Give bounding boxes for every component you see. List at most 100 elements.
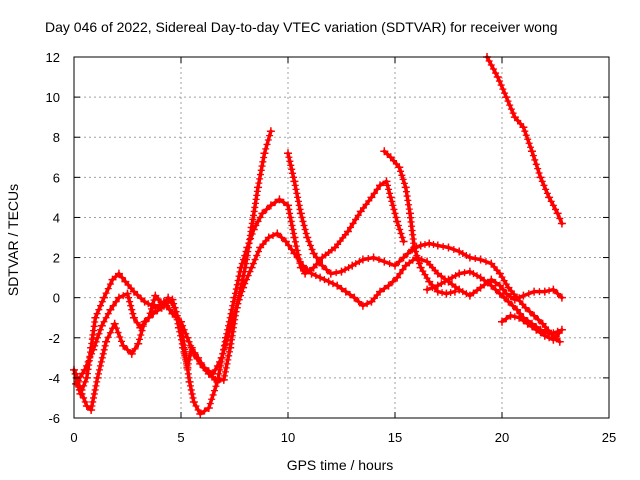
marker: [224, 332, 232, 340]
marker: [535, 169, 543, 177]
data-point: [247, 263, 256, 272]
marker: [234, 300, 242, 308]
marker: [228, 320, 236, 328]
marker: [232, 285, 240, 293]
marker: [189, 394, 197, 402]
marker: [222, 364, 230, 372]
marker: [75, 382, 83, 390]
marker: [312, 272, 320, 280]
data-point: [243, 243, 252, 252]
data-point: [399, 253, 408, 262]
data-point: [495, 281, 504, 290]
data-point: [557, 325, 566, 334]
marker: [246, 268, 254, 276]
marker: [526, 308, 534, 316]
marker: [404, 196, 412, 204]
marker: [542, 185, 550, 193]
marker: [364, 255, 372, 263]
data-point: [545, 193, 554, 202]
marker: [296, 258, 304, 266]
data-point: [183, 363, 192, 372]
marker: [291, 181, 299, 189]
data-point: [476, 273, 485, 282]
data-point: [290, 249, 299, 258]
marker: [492, 286, 500, 294]
plot-frame: [73, 56, 610, 419]
marker: [499, 286, 507, 294]
marker: [119, 292, 127, 300]
marker: [231, 289, 239, 297]
marker: [137, 331, 145, 339]
marker: [346, 223, 354, 231]
marker: [287, 217, 295, 225]
marker: [506, 101, 514, 109]
data-point: [232, 303, 241, 312]
marker: [391, 209, 399, 217]
data-point: [249, 225, 258, 234]
marker: [459, 288, 467, 296]
marker: [398, 171, 406, 179]
marker: [355, 298, 363, 306]
marker: [242, 248, 250, 256]
data-point: [549, 285, 558, 294]
data-point: [341, 287, 350, 296]
data-point: [376, 287, 385, 296]
marker: [354, 211, 362, 219]
data-point: [376, 181, 385, 190]
marker: [98, 354, 106, 362]
marker: [294, 193, 302, 201]
marker: [192, 402, 200, 410]
marker: [99, 350, 107, 358]
marker: [516, 310, 524, 318]
marker: [229, 316, 237, 324]
marker: [185, 356, 193, 364]
data-point: [196, 409, 205, 418]
data-point: [444, 275, 453, 284]
marker: [278, 234, 286, 241]
data-point: [174, 323, 183, 332]
marker: [191, 349, 199, 357]
marker: [469, 270, 477, 278]
marker: [187, 386, 195, 394]
data-point: [284, 201, 292, 210]
data-point: [87, 405, 96, 414]
marker: [430, 241, 438, 249]
x-tick-label: 5: [177, 430, 184, 445]
marker: [388, 197, 396, 205]
marker: [531, 156, 539, 164]
marker: [389, 201, 397, 209]
marker: [532, 160, 540, 168]
marker: [447, 289, 455, 297]
marker: [82, 362, 90, 370]
y-tick-label: 12: [46, 50, 60, 65]
marker: [118, 274, 126, 282]
marker: [556, 214, 564, 222]
marker: [262, 145, 270, 153]
marker: [92, 382, 100, 390]
series-track-e: [380, 147, 459, 298]
marker: [549, 201, 557, 209]
marker: [298, 213, 306, 221]
data-point: [281, 237, 290, 246]
marker: [485, 57, 493, 65]
marker: [509, 302, 517, 310]
x-tick-label: 0: [70, 430, 77, 445]
marker: [128, 306, 136, 314]
marker: [247, 235, 255, 243]
marker: [104, 285, 112, 293]
marker: [487, 61, 495, 69]
marker: [263, 205, 271, 213]
data-point: [275, 195, 284, 204]
marker: [145, 314, 153, 322]
data-point: [356, 207, 365, 216]
data-point: [110, 319, 119, 328]
marker: [399, 175, 407, 183]
marker: [529, 152, 537, 160]
marker: [225, 352, 233, 360]
marker: [102, 289, 110, 297]
marker: [519, 317, 527, 325]
marker: [249, 260, 257, 268]
marker: [509, 109, 517, 117]
marker: [84, 358, 92, 366]
marker: [197, 359, 205, 367]
